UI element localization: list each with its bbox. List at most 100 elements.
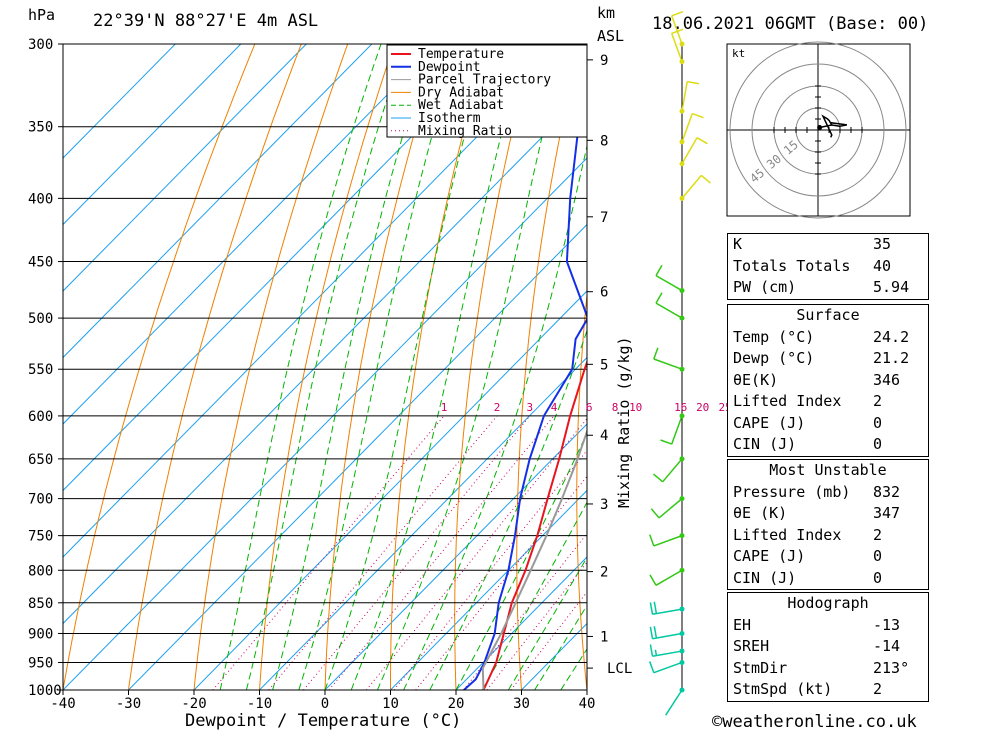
mixing-ratio-label: 20 bbox=[696, 401, 709, 414]
wet-adiabat-line bbox=[456, 44, 725, 690]
height-tick-label: 1 bbox=[600, 629, 608, 645]
wind-barb-flag bbox=[692, 114, 703, 118]
isotherm-line bbox=[0, 44, 634, 690]
pressure-tick-label: 500 bbox=[28, 311, 53, 327]
wind-barb-staff bbox=[653, 633, 683, 638]
table-row: CAPE (J) 0 bbox=[728, 546, 928, 568]
wind-barb bbox=[666, 688, 685, 716]
height-unit-top: km bbox=[597, 4, 615, 22]
temperature-tick-label: 10 bbox=[382, 696, 399, 712]
temperature-tick-label: -30 bbox=[116, 696, 141, 712]
row-label: SREH bbox=[733, 636, 769, 658]
wind-barb-flag bbox=[651, 509, 659, 518]
row-label: Lifted Index bbox=[733, 525, 841, 547]
wind-barb-flag bbox=[650, 627, 652, 639]
wind-barb bbox=[650, 568, 685, 586]
dry-adiabat-line bbox=[129, 44, 302, 690]
wind-barb bbox=[661, 413, 685, 444]
wind-barb-staff bbox=[654, 536, 682, 546]
wind-barb-staff bbox=[656, 303, 682, 318]
row-value: -13 bbox=[873, 615, 900, 637]
wind-barb-flag bbox=[701, 175, 710, 183]
wind-barb-flag bbox=[654, 348, 658, 359]
height-tick-label: 7 bbox=[600, 210, 608, 226]
wind-barb-staff bbox=[656, 276, 682, 291]
wind-barb-flag bbox=[650, 603, 652, 615]
mixing-ratio-line bbox=[464, 416, 681, 690]
row-label: CAPE (J) bbox=[733, 546, 805, 568]
table-row: PW (cm)5.94 bbox=[728, 277, 928, 299]
pressure-tick-label: 950 bbox=[28, 655, 53, 671]
wind-barb-flag bbox=[656, 293, 662, 303]
row-value: 0 bbox=[873, 546, 882, 568]
plot-frame bbox=[63, 44, 587, 690]
wind-barb bbox=[650, 602, 684, 615]
row-label: EH bbox=[733, 615, 751, 637]
wind-barb-flag bbox=[656, 265, 662, 275]
wind-barb-staff bbox=[654, 662, 682, 672]
pressure-tick-label: 450 bbox=[28, 255, 53, 271]
table-row: θE(K)346 bbox=[728, 370, 928, 392]
mixing-ratio-line bbox=[329, 416, 554, 690]
height-tick-label: 2 bbox=[600, 565, 608, 581]
pressure-tick-label: 800 bbox=[28, 563, 53, 579]
wind-barb bbox=[651, 496, 684, 518]
row-label: CAPE (J) bbox=[733, 413, 805, 435]
row-value: 0 bbox=[873, 434, 882, 456]
row-value: 346 bbox=[873, 370, 900, 392]
wind-barb-flag bbox=[650, 662, 654, 673]
hodograph-unit: kt bbox=[732, 47, 745, 60]
wind-barb bbox=[654, 348, 685, 372]
mixing-ratio-label: 3 bbox=[526, 401, 533, 414]
datetime-title: 18.06.2021 06GMT (Base: 00) bbox=[652, 14, 928, 34]
wind-barb-staff bbox=[656, 570, 682, 585]
mixing-ratio-label: 8 bbox=[612, 401, 619, 414]
isotherm-line bbox=[0, 44, 568, 690]
height-tick-label: 6 bbox=[600, 285, 608, 301]
pressure-unit-label: hPa bbox=[28, 6, 55, 24]
location-title: 22°39'N 88°27'E 4m ASL bbox=[93, 11, 318, 31]
pressure-tick-label: 400 bbox=[28, 191, 53, 207]
mixing-ratio-label: 6 bbox=[586, 401, 593, 414]
row-label: CIN (J) bbox=[733, 568, 796, 590]
pressure-tick-label: 700 bbox=[28, 492, 53, 508]
table-row: StmSpd (kt)2 bbox=[728, 679, 928, 701]
wind-barb bbox=[650, 660, 685, 673]
temperature-tick-label: 40 bbox=[579, 696, 596, 712]
dry-adiabat-line bbox=[517, 44, 580, 690]
isotherm-line bbox=[0, 44, 503, 690]
table-row: EH -13 bbox=[728, 615, 928, 637]
row-value: 21.2 bbox=[873, 348, 909, 370]
pressure-tick-label: 750 bbox=[28, 529, 53, 545]
table-row: CAPE (J) 0 bbox=[728, 413, 928, 435]
isotherm-line bbox=[0, 44, 175, 690]
temperature-tick-label: 0 bbox=[321, 696, 329, 712]
row-value: 24.2 bbox=[873, 327, 909, 349]
wind-barb-staff bbox=[663, 459, 682, 482]
row-value: 832 bbox=[873, 482, 900, 504]
wet-adiabat-line bbox=[299, 44, 459, 690]
row-value: 0 bbox=[873, 413, 882, 435]
wind-barb bbox=[656, 293, 685, 321]
copyright-text: ©weatheronline.co.uk bbox=[712, 712, 917, 732]
wind-barb bbox=[650, 533, 685, 546]
wind-barb-flag bbox=[697, 138, 707, 144]
wind-barb-staff bbox=[653, 609, 683, 614]
row-label: StmDir bbox=[733, 658, 787, 680]
row-label: Lifted Index bbox=[733, 391, 841, 413]
height-tick-label: 3 bbox=[600, 497, 608, 513]
wind-barb bbox=[650, 645, 684, 657]
table-row: Pressure (mb)832 bbox=[728, 482, 928, 504]
dry-adiabat-line bbox=[950, 44, 1000, 690]
mixing-ratio-label: 10 bbox=[629, 401, 642, 414]
pressure-tick-label: 600 bbox=[28, 409, 53, 425]
pressure-tick-label: 650 bbox=[28, 452, 53, 468]
height-tick-label: 9 bbox=[600, 53, 608, 69]
